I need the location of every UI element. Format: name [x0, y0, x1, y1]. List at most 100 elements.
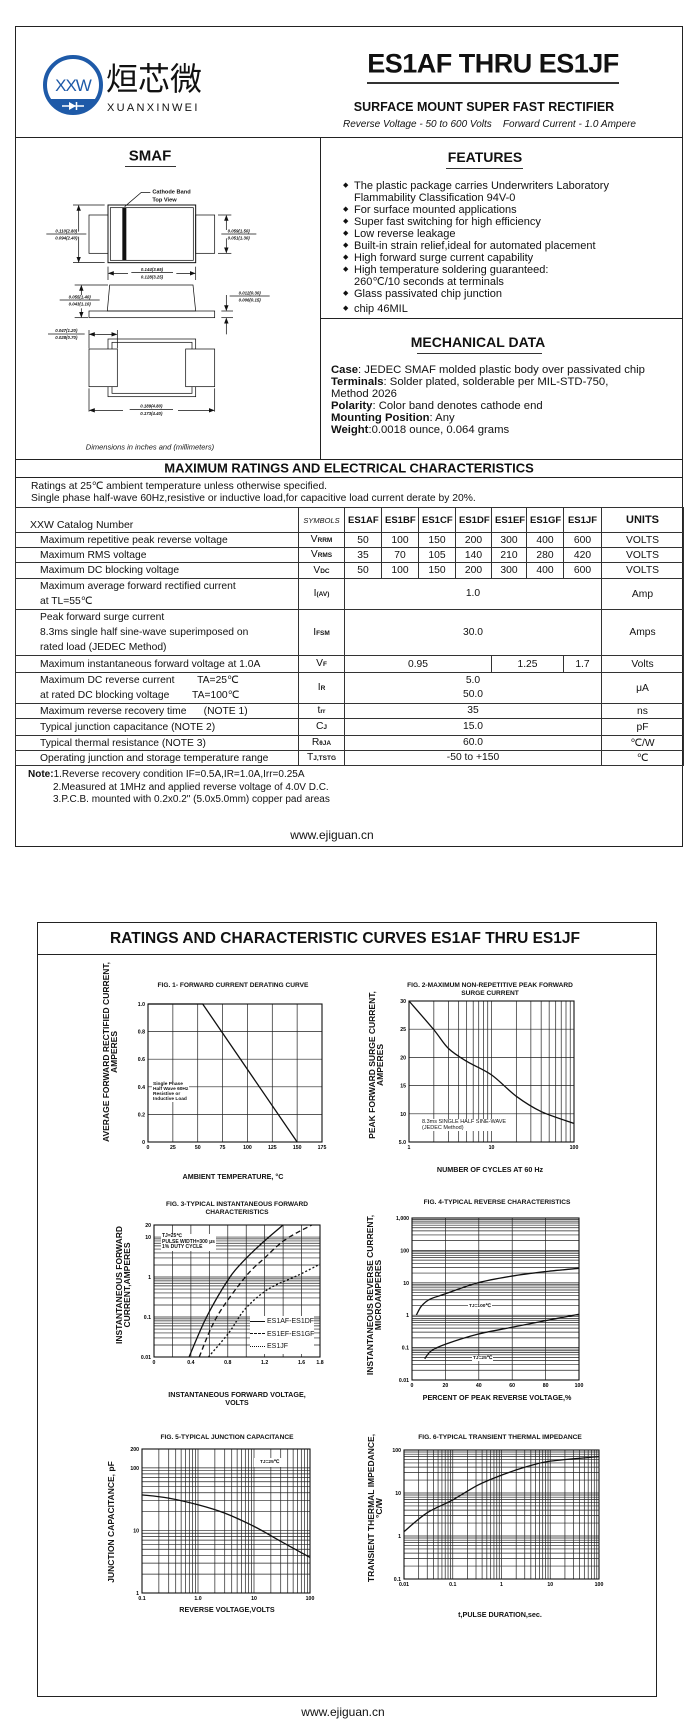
product-subtitle: SURFACE MOUNT SUPER FAST RECTIFIER	[353, 100, 615, 114]
diode-icon	[62, 102, 84, 110]
feature-item: ◆ For surface mounted applications	[343, 204, 517, 216]
note-item: 2.Measured at 1MHz and applied reverse v…	[53, 781, 329, 793]
y-tick-label: 5.0	[399, 1140, 406, 1146]
data-curve	[188, 1224, 284, 1358]
dotted-line-swatch	[250, 1345, 265, 1347]
fig4-xlabel: PERCENT OF PEAK REVERSE VOLTAGE,%	[422, 1393, 572, 1402]
bullet-icon: ◆	[343, 206, 349, 213]
y-tick-label: 0.1	[402, 1346, 409, 1352]
dim-label: 0.012(0.30)	[239, 290, 262, 295]
fig1-ylabel: AVERAGE FORWARD RECTIFIED CURRENT, AMPERE…	[101, 961, 119, 1143]
x-tick-label: 1.2	[261, 1360, 268, 1366]
cathode-band-label: Cathode Band	[152, 190, 191, 196]
dim-label: 0.055(1.40)	[69, 294, 92, 299]
features-title: FEATURES	[447, 149, 523, 165]
fig6-title: FIG. 6-TYPICAL TRANSIENT THERMAL IMPEDAN…	[418, 1434, 582, 1441]
ratings-summary: Reverse Voltage - 50 to 600 Volts Forwar…	[343, 119, 636, 130]
dim-label: 0.051(1.30)	[228, 235, 251, 240]
cathode-band	[122, 207, 127, 261]
note-item: 3.P.C.B. mounted with 0.2x0.2" (5.0x5.0m…	[53, 794, 330, 805]
fig1-title: FIG. 1- FORWARD CURRENT DERATING CURVE	[157, 982, 309, 989]
mechanical-title: MECHANICAL DATA	[410, 334, 546, 350]
dim-label: 0.043(1.10)	[69, 301, 92, 306]
x-tick-label: 1.6	[298, 1360, 305, 1366]
parameter-cell: Peak forward surge current 8.3ms single h…	[15, 609, 299, 656]
bullet-icon: ◆	[343, 266, 349, 273]
x-tick-label: 75	[220, 1145, 226, 1151]
x-tick-label: 10	[489, 1145, 495, 1151]
y-tick-label: 0.2	[138, 1112, 145, 1118]
symbol-cell: IFSM	[298, 609, 345, 656]
mechanical-line: Method 2026	[331, 388, 397, 400]
dim-label: 0.028(0.70)	[55, 335, 78, 340]
condition-line: Ratings at 25℃ ambient temperature unles…	[31, 481, 328, 492]
x-tick-label: 50	[195, 1145, 201, 1151]
fig1-annotation: Single Phase Half Wave 60Hz Resistive or In…	[152, 1082, 190, 1102]
parameter-cell: Operating junction and storage temperatu…	[15, 750, 299, 766]
y-tick-label: 30	[400, 999, 406, 1005]
bullet-icon: ◆	[343, 290, 349, 297]
x-tick-label: 0.8	[224, 1360, 231, 1366]
fig4-series-label: TJ=25℃	[472, 1356, 494, 1361]
y-tick-label: 1	[406, 1313, 409, 1319]
bullet-icon: ◆	[343, 254, 349, 261]
y-tick-label: 200	[130, 1447, 139, 1453]
x-tick-label: 80	[543, 1383, 549, 1389]
bullet-icon: ◆	[343, 230, 349, 237]
fig4-series-label: TJ=100℃	[468, 1304, 492, 1309]
top-view-label: Top View	[152, 198, 177, 204]
y-tick-label: 10	[395, 1491, 401, 1497]
x-tick-label: 0	[147, 1145, 150, 1151]
divider	[320, 137, 321, 459]
title-underline	[367, 82, 619, 84]
y-tick-label: 0.1	[144, 1315, 151, 1321]
parameter-cell: Maximum DC reverse current TA=25℃ at rate…	[15, 672, 299, 704]
x-tick-label: 100	[306, 1596, 315, 1602]
x-tick-label: 25	[170, 1145, 176, 1151]
x-tick-label: 175	[318, 1145, 327, 1151]
feature-item: ◆ High temperature soldering guaranteed: 2…	[343, 264, 549, 288]
plot-frame	[153, 1224, 321, 1358]
y-tick-label: 0	[142, 1140, 145, 1146]
bullet-icon: ◆	[343, 242, 349, 249]
symbol-cell: trr	[298, 703, 345, 719]
plot-frame	[141, 1448, 311, 1594]
dim-label: 0.128(3.25)	[141, 274, 164, 279]
fig6-ylabel: TRANSIENT THERMAL IMPEDANCE, °C/W	[366, 1433, 384, 1583]
note-item: 1.Reverse recovery condition IF=0.5A,IR=…	[53, 769, 305, 780]
logo-latin-name: XUANXINWEI	[107, 102, 200, 114]
x-tick-label: 10	[251, 1596, 257, 1602]
website-link[interactable]: www.ejiguan.cn	[290, 828, 374, 842]
data-curve	[148, 1003, 298, 1143]
feature-item: ◆ chip 46MIL	[343, 303, 408, 315]
x-tick-label: 125	[268, 1145, 277, 1151]
x-tick-label: 60	[509, 1383, 515, 1389]
curves-title: RATINGS AND CHARACTERISTIC CURVES ES1AF …	[110, 930, 580, 947]
features-list: ◆ The plastic package carries Underwriter…	[343, 180, 609, 315]
datasheet-page-1	[15, 26, 683, 847]
fig2-xlabel: NUMBER OF CYCLES AT 60 Hz	[436, 1165, 544, 1174]
y-tick-label: 20	[145, 1223, 151, 1229]
ratings-title: MAXIMUM RATINGS AND ELECTRICAL CHARACTER…	[164, 460, 534, 476]
header-catalog-number: XXW Catalog Number	[15, 507, 299, 533]
y-tick-label: 0.1	[394, 1577, 401, 1583]
value-cell: 1.0	[344, 578, 602, 610]
website-link[interactable]: www.ejiguan.cn	[301, 1705, 385, 1719]
data-curve	[207, 1263, 321, 1358]
fig5-ylabel: JUNCTION CAPACITANCE, pF	[106, 1461, 116, 1583]
fig3-annotation: TJ=25℃ PULSE WIDTH=300 μs 1% DUTY CYCLE	[161, 1233, 216, 1251]
electrical-characteristics-table: XXW Catalog Number SYMBOLS ES1AF ES1BF ES1CF…	[15, 507, 684, 766]
mechanical-line: Weight:0.0018 ounce, 0.064 grams	[331, 424, 510, 436]
mechanical-line: Terminals: Solder plated, solderable per…	[331, 376, 609, 388]
y-tick-label: 25	[400, 1027, 406, 1033]
x-tick-label: 100	[570, 1145, 579, 1151]
table-row: Maximum repetitive peak reverse voltage V…	[15, 532, 684, 548]
fig3-legend: ES1AF-ES1DF ES1EF-ES1GF ES1JF	[250, 1316, 315, 1354]
table-row: Operating junction and storage temperatu…	[15, 750, 684, 766]
dashed-line-swatch	[250, 1333, 265, 1335]
mechanical-title-underline	[417, 353, 542, 354]
y-tick-label: 1	[136, 1591, 139, 1597]
y-tick-label: 0.6	[138, 1057, 145, 1063]
y-tick-label: 100	[392, 1448, 401, 1454]
symbol-cell: I(AV)	[298, 578, 345, 610]
